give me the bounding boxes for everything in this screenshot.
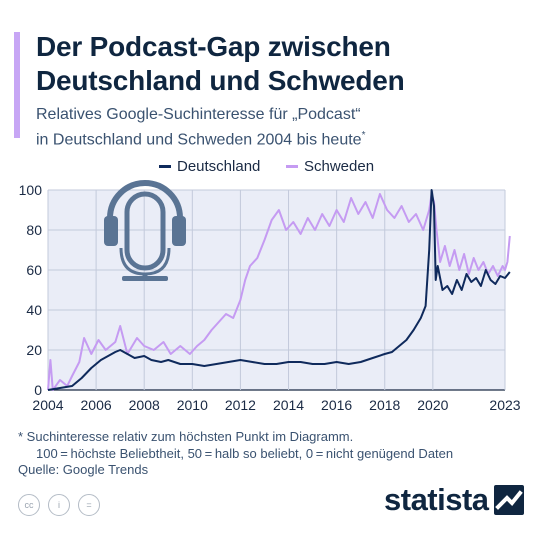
legend-swatch-schweden [286,165,298,168]
x-tick-label: 2010 [177,397,208,413]
podcast-microphone-headphones-icon [104,180,186,281]
attribution-icon[interactable]: i [48,494,70,516]
subtitle-line-1: Relatives Google-Suchinteresse für „Podc… [36,106,361,123]
statista-logo[interactable]: statista [384,482,524,518]
subtitle-line-2: in Deutschland und Schweden 2004 bis heu… [36,131,362,149]
microphone-capsule [124,191,166,271]
subtitle: Relatives Google-Suchinteresse für „Podc… [36,104,516,150]
x-tick-label: 2006 [81,397,112,413]
headphone-ear-left [104,216,118,246]
series-line-deutschland [47,189,511,391]
footnote-line-1: * Suchinteresse relativ zum höchsten Pun… [18,429,354,444]
headphone-band [107,180,183,221]
plot-background [48,190,505,390]
x-tick-label: 2023 [489,397,520,413]
x-tick-label: 2018 [369,397,400,413]
legend: Deutschland Schweden [0,158,535,178]
y-tick-label: 40 [26,302,42,318]
legend-item-deutschland: Deutschland [159,158,260,175]
footnote-line-2: 100 = höchste Beliebtheit, 50 = halb so … [36,446,454,461]
line-chart: 0 20 40 60 80 100 2004 2006 2008 2010 2012 2014 2016… [19,180,521,413]
page-title: Der Podcast-Gap zwischen Deutschland und… [36,30,516,98]
x-tick-label: 2008 [129,397,160,413]
brand-text: statista [384,482,489,517]
title-line-2: Deutschland und Schweden [36,65,405,96]
headphone-ear-right [172,216,186,246]
statista-mark-graphic [494,490,523,510]
x-tick-label: 2014 [273,397,304,413]
y-tick-label: 20 [26,342,42,358]
x-tick-label: 2004 [32,397,63,413]
legend-swatch-deutschland [159,165,171,168]
statista-mark-icon [493,485,524,515]
no-derivatives-icon[interactable]: = [78,494,100,516]
subtitle-line-2-wrap: in Deutschland und Schweden 2004 bis heu… [36,125,516,150]
source-label: Quelle: Google Trends [18,462,149,477]
y-tick-label: 100 [19,182,43,198]
subtitle-footnote-mark: * [361,130,366,141]
title-line-1: Der Podcast-Gap zwischen [36,31,391,62]
legend-item-schweden: Schweden [286,158,374,175]
series-line-schweden [47,193,511,391]
legend-label-schweden: Schweden [304,158,375,175]
y-tick-label: 80 [26,222,42,238]
x-tick-label: 2020 [417,397,448,413]
y-tick-label: 0 [34,382,42,398]
x-tick-label: 2012 [225,397,256,413]
y-tick-label: 60 [26,262,42,278]
microphone-base [122,276,168,281]
x-tick-label: 2016 [321,397,352,413]
creative-commons-icon[interactable]: cc [18,494,40,516]
footnote: * Suchinteresse relativ zum höchsten Pun… [18,428,518,462]
legend-label-deutschland: Deutschland [177,158,261,175]
accent-bar [14,32,20,138]
